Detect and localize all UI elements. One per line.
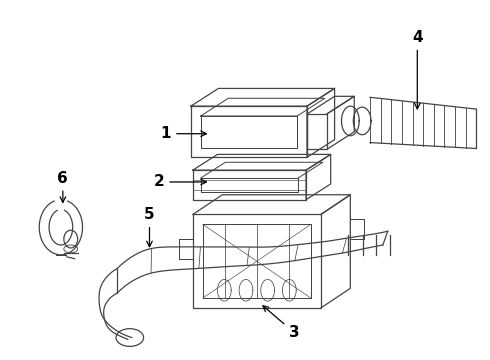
Bar bbox=[307, 114, 327, 149]
Text: 4: 4 bbox=[412, 30, 422, 109]
Text: 1: 1 bbox=[161, 126, 206, 141]
Text: 5: 5 bbox=[144, 207, 155, 247]
Text: 2: 2 bbox=[153, 175, 206, 189]
Text: 6: 6 bbox=[57, 171, 68, 202]
Text: 3: 3 bbox=[263, 306, 299, 340]
